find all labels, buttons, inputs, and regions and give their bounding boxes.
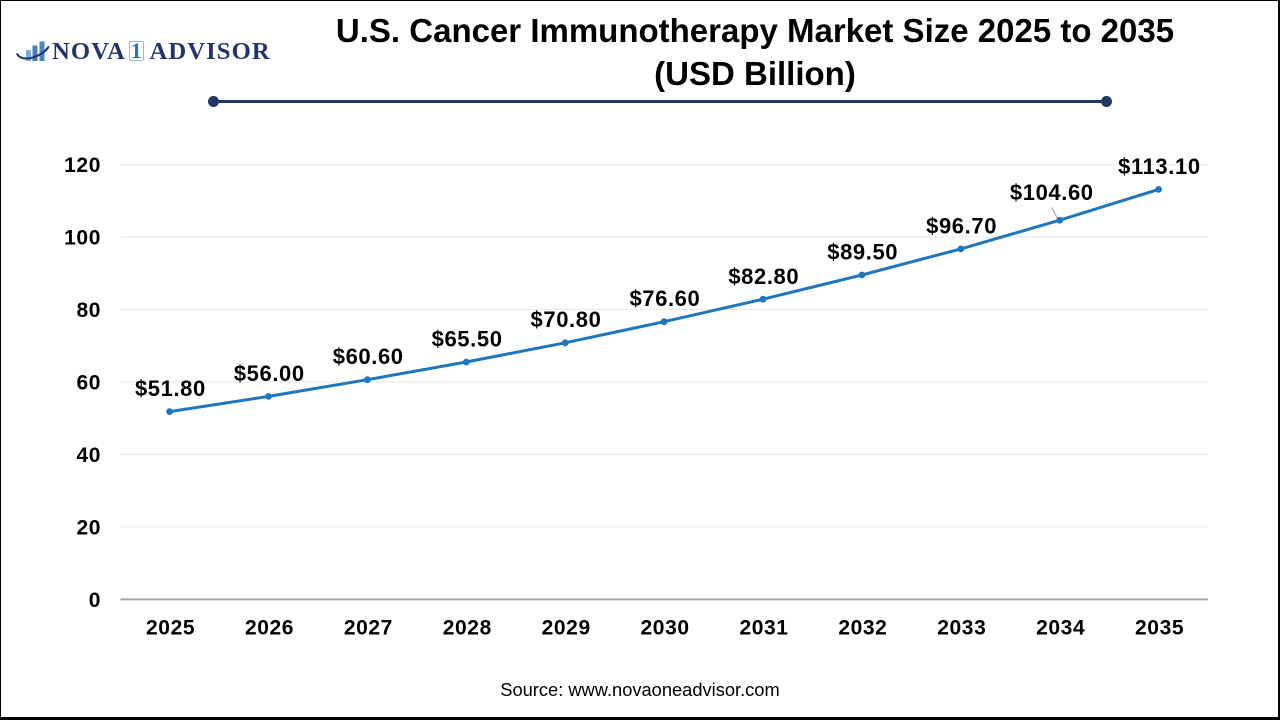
svg-text:$82.80: $82.80: [728, 264, 799, 289]
svg-text:2034: 2034: [1036, 617, 1085, 640]
svg-text:2028: 2028: [443, 617, 492, 640]
svg-text:$89.50: $89.50: [827, 240, 898, 265]
svg-text:$76.60: $76.60: [629, 286, 700, 311]
svg-text:2025: 2025: [146, 617, 195, 640]
svg-text:2026: 2026: [245, 617, 294, 640]
svg-text:100: 100: [64, 226, 101, 249]
svg-text:$60.60: $60.60: [333, 344, 404, 369]
svg-text:2030: 2030: [641, 617, 690, 640]
svg-text:60: 60: [76, 371, 101, 394]
svg-text:80: 80: [76, 299, 101, 322]
svg-text:40: 40: [76, 444, 101, 467]
svg-text:20: 20: [76, 516, 101, 539]
svg-text:2031: 2031: [739, 617, 788, 640]
svg-text:$70.80: $70.80: [531, 307, 602, 332]
svg-text:2032: 2032: [838, 617, 887, 640]
svg-text:$56.00: $56.00: [234, 361, 305, 386]
svg-text:2027: 2027: [344, 617, 393, 640]
svg-text:$113.10: $113.10: [1118, 154, 1201, 179]
svg-text:120: 120: [64, 154, 101, 177]
svg-text:2035: 2035: [1135, 617, 1184, 640]
svg-text:$65.50: $65.50: [432, 327, 503, 352]
svg-text:$96.70: $96.70: [926, 213, 997, 238]
svg-text:$104.60: $104.60: [1010, 180, 1094, 205]
svg-text:$51.80: $51.80: [135, 376, 206, 401]
svg-text:0: 0: [89, 589, 101, 612]
svg-text:2029: 2029: [542, 617, 591, 640]
svg-text:2033: 2033: [937, 617, 986, 640]
